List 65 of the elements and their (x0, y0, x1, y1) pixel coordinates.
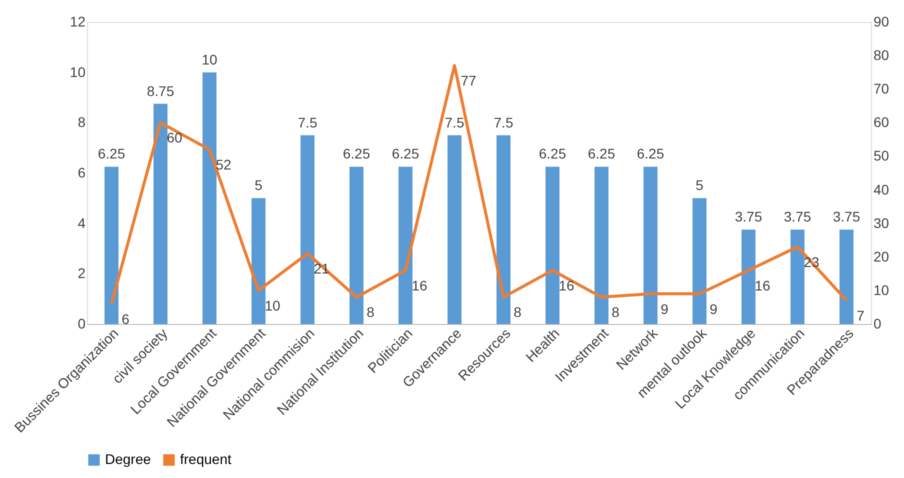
data-label: 52 (216, 156, 232, 173)
data-label: 5 (254, 177, 263, 194)
data-label: 16 (754, 277, 770, 294)
legend-label: frequent (180, 451, 232, 467)
data-label: 10 (202, 51, 218, 68)
bar (790, 230, 804, 324)
data-label: 8 (366, 304, 375, 320)
data-label: 77 (460, 72, 476, 89)
data-label: 6.25 (392, 146, 420, 162)
data-label: 16 (412, 277, 428, 294)
bar (692, 198, 706, 324)
data-label: 16 (558, 277, 574, 294)
bar (104, 166, 118, 324)
bar (448, 135, 462, 324)
data-label: 6.25 (588, 146, 616, 162)
data-label: 7.5 (494, 114, 514, 130)
y2-tick-label: 40 (874, 181, 890, 198)
bar (350, 166, 364, 324)
y-tick-label: 4 (78, 214, 86, 231)
data-label: 3.75 (784, 208, 812, 225)
y-tick-label: 2 (78, 265, 86, 282)
data-label: 7 (856, 308, 865, 324)
data-label: 8 (612, 304, 620, 320)
bar (154, 104, 168, 324)
y-tick-label: 10 (70, 64, 86, 80)
data-label: 3.75 (832, 208, 860, 225)
y-tick-label: 8 (78, 114, 86, 130)
data-label: 10 (264, 297, 280, 314)
data-label: 9 (710, 300, 718, 317)
data-label: 8 (514, 304, 522, 320)
y2-tick-label: 50 (874, 148, 890, 164)
y2-tick-label: 70 (874, 80, 890, 97)
y2-tick-label: 10 (874, 282, 890, 298)
data-label: 6.25 (636, 146, 664, 162)
y2-tick-label: 30 (874, 214, 890, 231)
bar (398, 166, 412, 324)
data-label: 60 (166, 130, 182, 146)
data-label: 6.25 (342, 146, 370, 162)
data-label: 5 (696, 177, 704, 194)
y2-tick-label: 60 (874, 114, 890, 130)
bar (742, 230, 756, 324)
data-label: 9 (660, 300, 669, 317)
y2-tick-label: 90 (874, 14, 890, 30)
data-label: 7.5 (298, 114, 318, 130)
data-label: 3.75 (734, 208, 762, 225)
bar (546, 166, 560, 324)
data-label: 7.5 (444, 114, 464, 130)
data-label: 8.75 (146, 82, 174, 99)
bar (496, 135, 510, 324)
bar (202, 72, 216, 324)
bar (594, 166, 608, 324)
bar (300, 135, 314, 324)
bar (252, 198, 266, 324)
bar (644, 166, 658, 324)
data-label: 6 (122, 310, 130, 327)
y-tick-label: 12 (70, 14, 86, 30)
data-label: 6.25 (98, 146, 126, 162)
y-tick-label: 0 (78, 316, 86, 332)
y2-tick-label: 0 (874, 316, 882, 332)
data-label: 6.25 (538, 146, 566, 162)
bar (840, 230, 854, 324)
legend-label: Degree (105, 451, 152, 467)
y2-tick-label: 20 (874, 248, 890, 264)
y2-tick-label: 80 (874, 47, 890, 64)
y-tick-label: 6 (78, 164, 86, 180)
